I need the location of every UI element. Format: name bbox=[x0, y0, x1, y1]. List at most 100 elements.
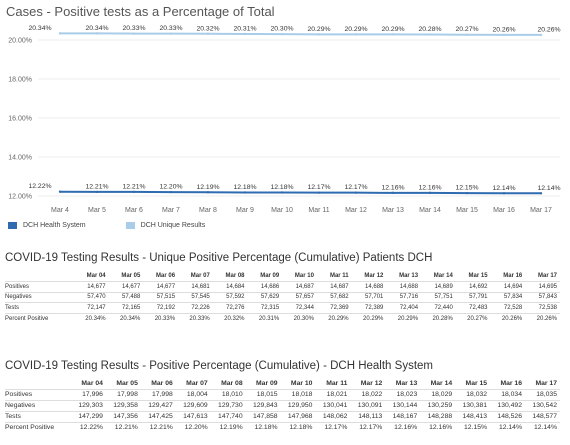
row-label: Negatives bbox=[5, 294, 32, 301]
table-cell: 57,657 bbox=[295, 294, 314, 301]
data-label: 20.31% bbox=[233, 25, 256, 32]
table-cell: 20.28% bbox=[432, 315, 453, 322]
series-point bbox=[206, 32, 210, 35]
table2: Mar 04 Mar 05 Mar 06 Mar 07 Mar 08 Mar 09 Mar … bbox=[5, 378, 560, 433]
table-cell: 147,858 bbox=[252, 413, 278, 420]
table-cell: 130,259 bbox=[427, 402, 453, 409]
column-header: Mar 08 bbox=[221, 379, 243, 387]
table-cell: 20.26% bbox=[501, 315, 523, 322]
table-cell: 12.16% bbox=[394, 424, 418, 432]
data-label: 12.21% bbox=[122, 183, 145, 190]
table-cell: 12.22% bbox=[79, 424, 103, 432]
table-cell: 57,716 bbox=[399, 294, 419, 301]
table-cell: 18,034 bbox=[501, 391, 522, 398]
series-point bbox=[428, 33, 432, 36]
x-tick-label: Mar 6 bbox=[125, 207, 143, 214]
series-point bbox=[391, 191, 395, 195]
x-tick-label: Mar 4 bbox=[51, 207, 69, 214]
column-header: Mar 17 bbox=[537, 273, 557, 279]
table-cell: 72,538 bbox=[538, 304, 557, 311]
data-label: 12.16% bbox=[381, 184, 404, 191]
series-point bbox=[465, 191, 469, 195]
column-header: Mar 07 bbox=[186, 379, 208, 387]
x-tick-label: Mar 14 bbox=[419, 207, 441, 214]
table-cell: 57,470 bbox=[87, 294, 106, 301]
column-header: Mar 13 bbox=[399, 273, 419, 279]
series-point bbox=[58, 190, 62, 193]
legend-label-dch-health-system: DCH Health System bbox=[23, 222, 86, 229]
table-cell: 20.34% bbox=[85, 315, 106, 322]
table-cell: 18,010 bbox=[221, 391, 243, 398]
data-label: 12.20% bbox=[159, 184, 182, 191]
table-cell: 57,592 bbox=[226, 294, 245, 301]
line-chart: 20.00% 18.00% 16.00% 14.00% 12.00% Mar 4 Mar 5… bbox=[8, 25, 560, 214]
table-cell: 17,996 bbox=[82, 391, 103, 398]
series-point bbox=[243, 32, 247, 36]
series-point bbox=[132, 190, 136, 194]
data-label: 12.15% bbox=[455, 185, 478, 192]
table-cell: 72,165 bbox=[121, 304, 141, 311]
data-label: 12.21% bbox=[85, 183, 108, 190]
table-header-row: Mar 04 Mar 05 Mar 06 Mar 07 Mar 08 Mar 09 Mar … bbox=[5, 378, 560, 389]
column-header: Mar 07 bbox=[190, 273, 210, 279]
table-header-row: Mar 04 Mar 05 Mar 06 Mar 07 Mar 08 Mar 09 Mar … bbox=[5, 271, 560, 282]
column-header: Mar 15 bbox=[468, 273, 488, 279]
column-header: Mar 05 bbox=[121, 273, 141, 279]
table-cell: 18,022 bbox=[361, 391, 383, 398]
data-label: 20.29% bbox=[307, 26, 330, 33]
column-header: Mar 09 bbox=[256, 379, 278, 387]
table-cell: 147,613 bbox=[183, 413, 208, 420]
table-cell: 57,701 bbox=[365, 294, 384, 301]
legend-swatch-dch-health-system bbox=[8, 222, 17, 229]
table-cell: 18,018 bbox=[291, 391, 313, 398]
column-header: Mar 05 bbox=[116, 379, 138, 387]
y-tick-label: 18.00% bbox=[8, 77, 32, 84]
table-cell: 12.16% bbox=[429, 424, 453, 432]
table-cell: 148,113 bbox=[358, 413, 383, 420]
table-cell: 20.30% bbox=[293, 315, 314, 322]
column-header: Mar 09 bbox=[260, 273, 280, 279]
table-cell: 12.14% bbox=[533, 424, 557, 432]
table-cell: 17,998 bbox=[117, 391, 138, 398]
table-cell: 14,677 bbox=[121, 283, 141, 290]
table-corner-cell bbox=[5, 378, 71, 389]
table-cell: 130,091 bbox=[357, 402, 383, 409]
legend-item-dch-unique-results[interactable]: DCH Unique Results bbox=[125, 222, 206, 229]
table-cell: 72,226 bbox=[191, 304, 210, 311]
table-cell: 12.19% bbox=[219, 424, 243, 432]
table-cell: 130,542 bbox=[532, 402, 557, 409]
table-cell: 72,440 bbox=[434, 304, 453, 311]
table-cell: 12.14% bbox=[498, 424, 522, 432]
data-label: 20.29% bbox=[344, 26, 367, 33]
row-label: Percent Positive bbox=[5, 315, 49, 322]
table-cell: 18,035 bbox=[536, 391, 557, 398]
table1-title: COVID-19 Testing Results - Unique Positi… bbox=[5, 252, 433, 264]
table-cell: 72,483 bbox=[469, 304, 488, 311]
column-header: Mar 06 bbox=[151, 379, 173, 387]
data-label: 12.16% bbox=[418, 184, 441, 191]
series-point bbox=[391, 33, 395, 36]
row-label: Percent Positive bbox=[5, 424, 55, 432]
legend-label-dch-unique-results: DCH Unique Results bbox=[140, 222, 206, 229]
chart-legend: DCH Health System DCH Unique Results bbox=[8, 222, 245, 229]
data-label: 20.33% bbox=[122, 25, 145, 32]
table-cell: 14,677 bbox=[87, 283, 106, 290]
table-cell: 129,427 bbox=[148, 402, 173, 409]
table-cell: 147,299 bbox=[78, 413, 103, 420]
table-cell: 14,686 bbox=[260, 283, 280, 290]
table-cell: 72,344 bbox=[295, 304, 314, 311]
column-header: Mar 12 bbox=[360, 379, 383, 387]
data-label: 20.32% bbox=[196, 25, 219, 32]
table-cell: 148,167 bbox=[392, 413, 418, 420]
table-cell: 14,688 bbox=[365, 283, 384, 290]
legend-item-dch-health-system[interactable]: DCH Health System bbox=[8, 222, 86, 229]
table-cell: 57,843 bbox=[538, 294, 557, 301]
column-header: Mar 17 bbox=[535, 379, 557, 387]
table-cell: 18,023 bbox=[396, 391, 418, 398]
table-cell: 148,526 bbox=[497, 413, 522, 420]
data-label: 12.14% bbox=[492, 185, 515, 192]
data-label: 20.34% bbox=[85, 25, 108, 32]
table-cell: 130,144 bbox=[392, 402, 418, 409]
column-header: Mar 06 bbox=[156, 273, 176, 279]
chart-title: Cases - Positive tests as a Percentage o… bbox=[6, 4, 275, 19]
